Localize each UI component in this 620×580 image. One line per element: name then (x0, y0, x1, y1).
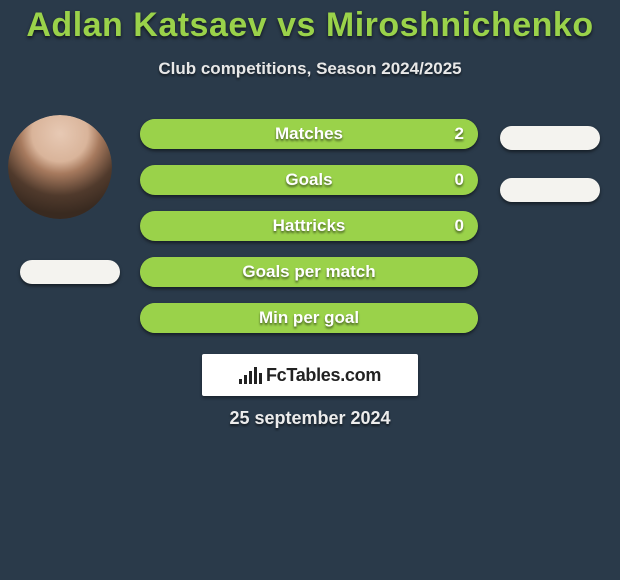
logo-box: FcTables.com (202, 354, 418, 396)
side-pill (500, 126, 600, 150)
comparison-infographic: Adlan Katsaev vs Miroshnichenko Club com… (0, 0, 620, 580)
stat-bar-value: 2 (455, 119, 464, 149)
side-pill (500, 178, 600, 202)
stat-bar-label: Matches (140, 119, 478, 149)
stat-bar-goals: Goals 0 (140, 165, 478, 195)
subtitle: Club competitions, Season 2024/2025 (0, 59, 620, 79)
player-photo-placeholder (8, 115, 112, 219)
stat-bar-label: Goals (140, 165, 478, 195)
side-pill (20, 260, 120, 284)
stat-bar-value: 0 (455, 211, 464, 241)
avatar-left (8, 115, 112, 219)
logo-text: FcTables.com (266, 365, 381, 386)
stat-bar-label: Min per goal (140, 303, 478, 333)
stat-bar-value: 0 (455, 165, 464, 195)
bars-icon (239, 366, 262, 384)
stat-bars: Matches 2 Goals 0 Hattricks 0 Goals per … (140, 119, 478, 349)
page-title: Adlan Katsaev vs Miroshnichenko (0, 0, 620, 45)
date-label: 25 september 2024 (0, 408, 620, 429)
stat-bar-hattricks: Hattricks 0 (140, 211, 478, 241)
stat-bar-goals-per-match: Goals per match (140, 257, 478, 287)
stat-bar-min-per-goal: Min per goal (140, 303, 478, 333)
stat-bar-label: Hattricks (140, 211, 478, 241)
stat-bar-matches: Matches 2 (140, 119, 478, 149)
stat-bar-label: Goals per match (140, 257, 478, 287)
